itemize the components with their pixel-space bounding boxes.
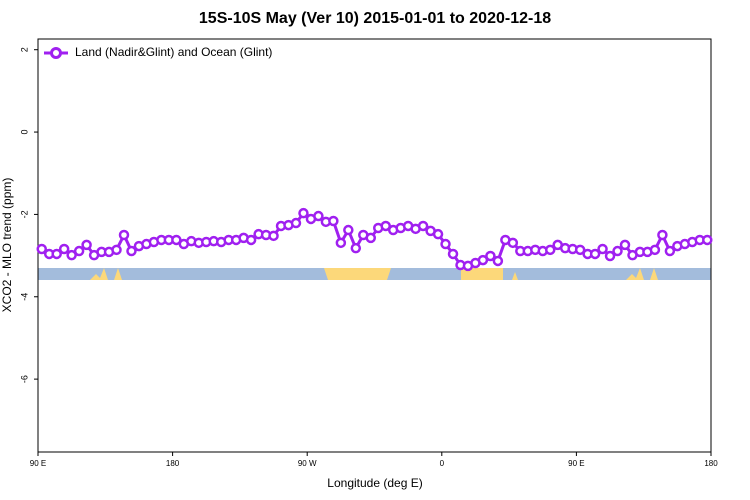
data-point — [702, 234, 713, 246]
data-point — [51, 248, 62, 260]
x-tick-label: 0 — [440, 459, 445, 468]
data-point — [440, 238, 451, 250]
data-point — [328, 215, 339, 227]
y-tick-label: -6 — [19, 375, 29, 383]
data-point — [171, 234, 182, 246]
data-point — [604, 250, 616, 262]
y-axis-label: XCO2 - MLO trend (ppm) — [0, 178, 14, 313]
data-point — [544, 244, 556, 256]
data-point — [664, 245, 676, 257]
data-point — [126, 245, 137, 257]
legend-marker — [50, 47, 62, 59]
x-axis-label: Longitude (deg E) — [327, 476, 422, 490]
data-point — [58, 243, 70, 255]
data-point — [298, 207, 309, 219]
y-tick-label: 2 — [19, 47, 29, 52]
data-point — [111, 244, 122, 256]
y-tick-label: -2 — [19, 210, 29, 218]
y-tick-label: 0 — [19, 130, 29, 135]
x-tick-label: 90 E — [568, 459, 584, 468]
x-tick-label: 180 — [704, 459, 718, 468]
land-band — [650, 268, 658, 280]
land-band — [385, 268, 391, 280]
data-point — [343, 224, 354, 236]
data-point — [589, 248, 601, 260]
data-point — [649, 244, 661, 256]
data-point — [290, 217, 302, 229]
data-point — [365, 232, 377, 244]
data-point — [73, 245, 85, 257]
data-point — [350, 242, 362, 254]
land-band — [114, 268, 122, 280]
data-point — [597, 243, 608, 255]
y-tick-label: -4 — [19, 293, 29, 301]
x-tick-label: 90 E — [30, 459, 46, 468]
data-point — [245, 234, 257, 246]
data-point — [432, 228, 444, 240]
data-point — [66, 249, 77, 261]
land-band — [512, 272, 518, 280]
legend: Land (Nadir&Glint) and Ocean (Glint) — [44, 45, 272, 59]
data-point — [335, 237, 347, 249]
land-band — [328, 268, 387, 280]
x-tick-label: 90 W — [298, 459, 317, 468]
legend-label: Land (Nadir&Glint) and Ocean (Glint) — [75, 45, 272, 59]
data-point — [81, 239, 92, 251]
surface-band — [38, 268, 711, 280]
land-band — [626, 268, 644, 280]
land-band — [324, 268, 330, 280]
data-point — [574, 244, 586, 256]
data-point — [492, 255, 504, 267]
data-point — [447, 248, 459, 260]
data-point — [507, 237, 519, 249]
land-band — [461, 268, 503, 280]
chart-title: 15S-10S May (Ver 10) 2015-01-01 to 2020-… — [199, 10, 551, 27]
data-point — [619, 239, 631, 251]
data-point — [612, 245, 623, 257]
data-point — [118, 229, 130, 241]
data-point — [657, 229, 668, 241]
data-point — [380, 220, 391, 232]
data-point — [477, 254, 489, 266]
x-tick-label: 180 — [166, 459, 180, 468]
data-point — [313, 210, 324, 222]
data-point — [417, 220, 429, 232]
data-point — [268, 230, 279, 242]
data-point — [36, 243, 47, 255]
land-band — [90, 268, 108, 280]
data-point — [485, 250, 496, 262]
